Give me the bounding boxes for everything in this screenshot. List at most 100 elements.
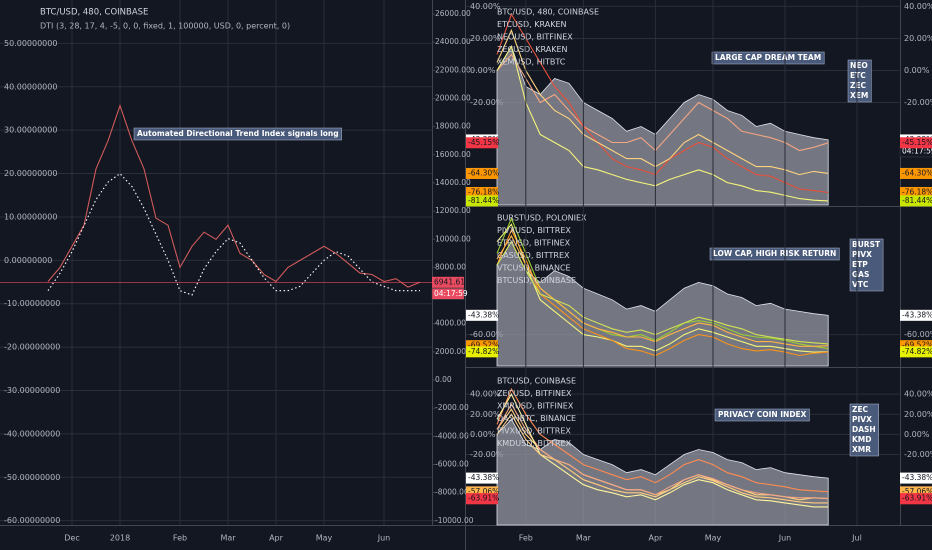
line <box>496 387 829 493</box>
y2-tick-label: 0.00 <box>435 375 452 384</box>
annotation: LOW CAP, HIGH RISK RETURN <box>713 249 836 258</box>
x-tick-label: May <box>316 534 333 543</box>
price-badge-label: -63.91% <box>902 494 932 503</box>
y-tick-label: -20.00% <box>904 450 932 459</box>
coin-list-item: BURST <box>852 240 881 249</box>
annotation: PRIVACY COIN INDEX <box>718 410 807 419</box>
coin-list-box <box>847 59 872 103</box>
y-tick-label: 20.00% <box>470 34 501 43</box>
y-tick-label: -20.00000000 <box>4 343 60 352</box>
y-tick-label: -50.00000000 <box>4 473 60 482</box>
price-badge-label: -63.91% <box>468 494 499 503</box>
x-tick-label: Mar <box>576 534 592 543</box>
legend-entry: ETCUSD, KRAKEN <box>497 20 566 29</box>
y-tick-label: 10.00000000 <box>4 212 57 221</box>
chart-title: BTC/USD, 480, COINBASE <box>40 8 148 18</box>
coin-list-item: KMD <box>852 435 872 444</box>
countdown: 04:17:59 <box>434 289 468 298</box>
x-tick-label: Feb <box>173 534 187 543</box>
y-tick-label: 40.00% <box>904 390 932 399</box>
price-badge <box>900 346 932 358</box>
price-badge <box>466 340 498 352</box>
y-tick-label: -10.00000000 <box>4 299 60 308</box>
coin-list-item: ZEC <box>850 81 867 90</box>
legend-entry: PIVXUSD, BITTREX <box>497 427 571 436</box>
legend-entry: ZECUSD, KRAKEN <box>497 45 568 54</box>
price-badge <box>466 346 498 358</box>
price-badge-label: -69.52% <box>468 341 499 350</box>
x-tick-label: May <box>705 534 722 543</box>
price-badge-label: -74.82% <box>468 347 499 356</box>
legend-entry: BURSTUSD, POLONIEX <box>497 214 587 223</box>
legend-entry: PIVXUSD, BITTREX <box>497 226 571 235</box>
y2-tick-label: 18000.00 <box>435 122 471 131</box>
legend-entry: ETPUSD, BITFINEX <box>497 239 571 248</box>
price-badge-label: -74.82% <box>902 347 932 356</box>
y-tick-label: -40.00000000 <box>4 429 60 438</box>
price-badge <box>900 486 932 498</box>
coin-list-item: VTC <box>852 280 869 289</box>
x-tick-label: Jun <box>377 534 391 543</box>
y-tick-label: 0.00% <box>470 66 496 75</box>
price-badge-label: 6941.61 <box>434 277 465 286</box>
countdown-badge <box>431 288 465 300</box>
price-badge-label: -69.52% <box>902 341 932 350</box>
y2-tick-label: -2000.00 <box>435 403 469 412</box>
coin-list-item: DASH <box>852 425 876 434</box>
legend-entry: GASUSD, BITTREX <box>497 251 570 260</box>
price-badge <box>432 276 464 288</box>
y-tick-label: 0.00000000 <box>4 256 52 265</box>
price-badge <box>900 186 932 198</box>
y-tick-label: -60.00% <box>904 330 932 339</box>
legend-entry: BTCUSD, COINBASE <box>497 377 576 386</box>
price-badge-label: -43.38% <box>468 473 499 482</box>
y-tick-label: 20.00% <box>470 410 501 419</box>
y2-tick-label: 20000.00 <box>435 94 471 103</box>
y-tick-label: 0.00% <box>470 430 496 439</box>
annotation-box <box>714 408 810 422</box>
x-tick-label: Jun <box>778 534 792 543</box>
y2-tick-label: 26000.00 <box>435 9 471 18</box>
y2-tick-label: 12000.00 <box>435 206 471 215</box>
y-tick-label: -20.00% <box>470 98 504 107</box>
legend-entry: KMDUSD, BITTREX <box>497 439 572 448</box>
line <box>496 53 829 152</box>
line <box>496 234 829 347</box>
price-badge-label: -43.38% <box>468 310 499 319</box>
annotation-box <box>711 51 825 65</box>
area <box>496 418 829 526</box>
legend-entry: XEMUSD, HITBTC <box>497 58 566 67</box>
price-badge-label: -45.15% <box>902 138 932 147</box>
line <box>496 413 829 504</box>
y2-tick-label: 8000.00 <box>435 262 466 271</box>
line <box>47 103 421 288</box>
price-badge <box>900 309 932 321</box>
legend-entry: VTCUSD, BINANCE <box>497 264 571 273</box>
y-tick-label: 40.00% <box>470 390 501 399</box>
legend-entry: XMRUSD, BITFINEX <box>497 402 574 411</box>
y2-tick-label: 14000.00 <box>435 178 471 187</box>
line <box>496 403 829 500</box>
coin-list-item: ZEC <box>852 405 869 414</box>
legend-entry: ZECUSD, BITFINEX <box>497 389 572 398</box>
y2-tick-label: -8000.00 <box>435 488 469 497</box>
price-badge <box>466 167 498 179</box>
price-badge <box>900 195 932 207</box>
line <box>496 223 829 353</box>
price-badge-label: -81.44% <box>902 196 932 205</box>
x-tick-label: Apr <box>648 534 663 543</box>
y-tick-label: -30.00000000 <box>4 386 60 395</box>
coin-list-item: PIVX <box>852 250 872 259</box>
price-badge <box>900 340 932 352</box>
price-badge-label: -81.44% <box>468 196 499 205</box>
y-tick-label: 50.00000000 <box>4 39 57 48</box>
y-tick-label: 40.00000000 <box>4 82 57 91</box>
y2-tick-label: 24000.00 <box>435 37 471 46</box>
y-tick-label: -60.00% <box>470 330 504 339</box>
price-badge-label: -45.15% <box>468 138 499 147</box>
price-badge <box>466 493 498 505</box>
price-badge <box>900 167 932 179</box>
coin-list-item: ETP <box>852 260 868 269</box>
coin-list-item: XEM <box>850 91 868 100</box>
line <box>496 13 829 194</box>
